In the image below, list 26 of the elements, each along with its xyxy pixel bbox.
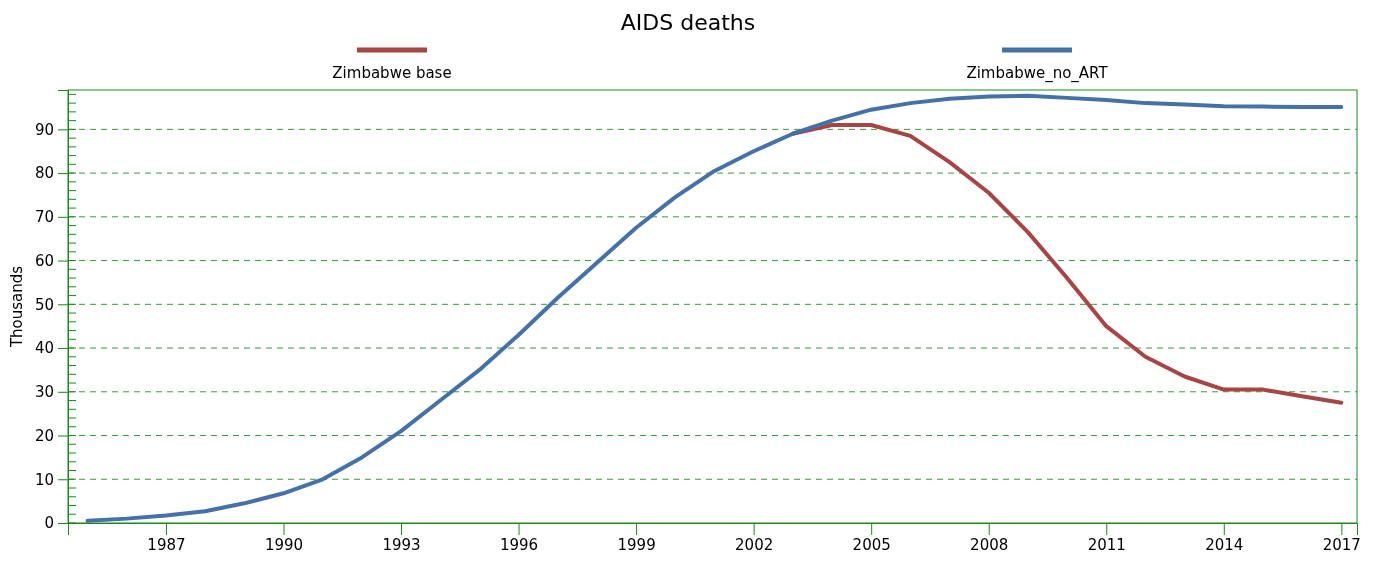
y-tick-label: 40 bbox=[34, 339, 54, 358]
x-tick-label: 1990 bbox=[264, 535, 304, 554]
x-tick-label: 1987 bbox=[147, 535, 186, 554]
y-tick-label: 30 bbox=[34, 383, 54, 402]
y-tick-label: 60 bbox=[34, 251, 54, 270]
x-tick-label: 2011 bbox=[1087, 535, 1126, 554]
y-tick-label: 10 bbox=[34, 470, 54, 489]
x-tick-label: 1999 bbox=[617, 535, 656, 554]
y-tick-label: 20 bbox=[34, 426, 54, 445]
x-tick-label: 1993 bbox=[382, 535, 421, 554]
x-tick-label: 2017 bbox=[1322, 535, 1361, 554]
y-tick-label: 70 bbox=[34, 208, 54, 227]
y-axis-title: Thousands bbox=[8, 265, 26, 349]
y-tick-label: 0 bbox=[44, 514, 54, 533]
x-tick-label: 2002 bbox=[735, 535, 774, 554]
line-series bbox=[85, 93, 1344, 523]
y-tick-label: 50 bbox=[34, 295, 54, 314]
x-tick-label: 2005 bbox=[852, 535, 891, 554]
chart-title: AIDS deaths bbox=[620, 10, 756, 35]
y-tick-label: 90 bbox=[34, 120, 54, 139]
legend-label: Zimbabwe_no_ART bbox=[966, 64, 1109, 83]
x-tick-label: 2008 bbox=[970, 535, 1009, 554]
x-tick-label: 1996 bbox=[499, 535, 539, 554]
y-tick-label: 80 bbox=[34, 164, 54, 183]
x-tick-label: 2014 bbox=[1205, 535, 1244, 554]
legend-label: Zimbabwe base bbox=[332, 64, 452, 82]
